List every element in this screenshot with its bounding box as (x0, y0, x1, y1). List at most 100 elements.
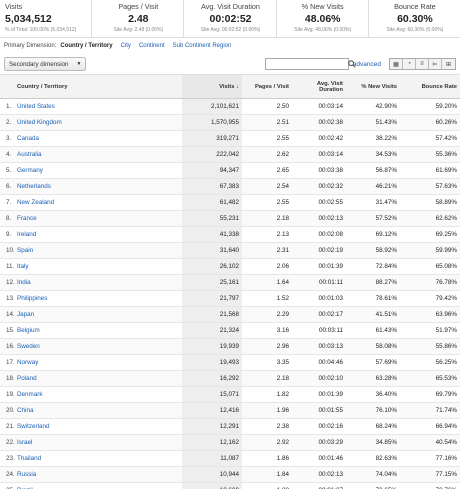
country-link[interactable]: China (14, 402, 182, 419)
visits-cell: 16,292 (182, 370, 242, 387)
bounce-rate-cell: 77.16% (400, 450, 460, 467)
bounce-rate-cell: 69.79% (400, 386, 460, 403)
visits-cell: 15,071 (182, 386, 242, 403)
country-link[interactable]: Norway (14, 354, 182, 371)
visits-cell: 41,338 (182, 226, 242, 243)
header-visits[interactable]: Visits ↓ (182, 74, 242, 99)
country-link[interactable]: Brazil (14, 482, 182, 489)
country-link[interactable]: United States (14, 98, 182, 115)
header-avg-duration[interactable]: Avg. Visit Duration (292, 74, 346, 99)
visits-cell: 222,042 (182, 146, 242, 163)
new-visits-cell: 38.22% (346, 130, 400, 147)
avg-duration-cell: 00:01:46 (292, 450, 346, 467)
comparison-view-icon[interactable]: ⊨ (429, 59, 442, 69)
visits-cell: 55,231 (182, 210, 242, 227)
secondary-dimension-dropdown[interactable]: Secondary dimension ▼ (4, 57, 87, 71)
metric-pages-visit: Pages / Visit 2.48 Site Avg: 2.48 (0.00%… (92, 0, 185, 37)
country-link[interactable]: Switzerland (14, 418, 182, 435)
bounce-rate-cell: 77.15% (400, 466, 460, 483)
visits-cell: 319,271 (182, 130, 242, 147)
row-index: 20. (0, 402, 14, 419)
country-link[interactable]: India (14, 274, 182, 291)
table-row: 8. France 55,231 2.18 00:02:13 57.52% 62.62% (0, 210, 460, 227)
search-input[interactable] (265, 59, 348, 69)
table-row: 18. Poland 16,292 2.18 00:02:10 63.28% 65.53% (0, 370, 460, 387)
country-link[interactable]: Japan (14, 306, 182, 323)
metric-label: Pages / Visit (118, 2, 159, 11)
pages-visit-cell: 1.96 (242, 402, 292, 419)
pages-visit-cell: 2.54 (242, 178, 292, 195)
pivot-view-icon[interactable]: ⊞ (442, 59, 455, 69)
new-visits-cell: 34.53% (346, 146, 400, 163)
pages-visit-cell: 2.29 (242, 306, 292, 323)
visits-cell: 21,324 (182, 322, 242, 339)
pages-visit-cell: 2.06 (242, 258, 292, 275)
bounce-rate-cell: 63.96% (400, 306, 460, 323)
bounce-rate-cell: 40.54% (400, 434, 460, 451)
metric-avg-duration: Avg. Visit Duration 00:02:52 Site Avg: 0… (184, 0, 277, 37)
country-link[interactable]: Italy (14, 258, 182, 275)
bounce-rate-cell: 62.62% (400, 210, 460, 227)
avg-duration-cell: 00:03:38 (292, 162, 346, 179)
table-row: 3. Canada 319,271 2.55 00:02:42 38.22% 57.42% (0, 130, 460, 147)
table-row: 22. Israel 12,162 2.92 00:03:29 34.85% 40.54% (0, 434, 460, 451)
table-row: 13. Philippines 21,797 1.52 00:01:03 78.61% 79… (0, 290, 460, 307)
row-index: 3. (0, 130, 14, 147)
country-link[interactable]: France (14, 210, 182, 227)
country-link[interactable]: Thailand (14, 450, 182, 467)
header-bounce-rate[interactable]: Bounce Rate (400, 74, 460, 99)
sort-desc-icon: ↓ (236, 83, 239, 90)
country-link[interactable]: Belgium (14, 322, 182, 339)
table-row: 10. Spain 31,640 2.31 00:02:19 58.92% 59.99% (0, 242, 460, 259)
table-row: 17. Norway 19,493 3.35 00:04:46 57.69% 56.25% (0, 354, 460, 371)
row-index: 5. (0, 162, 14, 179)
table-row: 11. Italy 26,102 2.06 00:01:39 72.84% 65.08% (0, 258, 460, 275)
table-header-row: Country / Territory Visits ↓ Pages / Vis… (0, 74, 460, 99)
table-view-icon[interactable]: ▦ (390, 59, 403, 69)
country-link[interactable]: Russia (14, 466, 182, 483)
pages-visit-cell: 2.96 (242, 338, 292, 355)
primary-dimension-active: Country / Territory (60, 43, 113, 49)
country-link[interactable]: Sweden (14, 338, 182, 355)
country-link[interactable]: Australia (14, 146, 182, 163)
dimension-link-continent[interactable]: Continent (138, 43, 165, 49)
bounce-rate-cell: 79.42% (400, 290, 460, 307)
metric-value: 5,034,512 (5, 13, 52, 25)
dimension-link-city[interactable]: City (120, 43, 131, 49)
secondary-dimension-label: Secondary dimension (9, 60, 69, 68)
table-row: 23. Thailand 11,087 1.86 00:01:46 82.63% 77.16… (0, 450, 460, 467)
avg-duration-cell: 00:04:46 (292, 354, 346, 371)
bounce-rate-cell: 59.20% (400, 98, 460, 115)
dimension-link-subcontinent[interactable]: Sub Continent Region (172, 43, 232, 49)
pages-visit-cell: 1.64 (242, 274, 292, 291)
country-link[interactable]: Ireland (14, 226, 182, 243)
bounce-rate-cell: 56.25% (400, 354, 460, 371)
country-link[interactable]: United Kingdom (14, 114, 182, 131)
country-link[interactable]: Poland (14, 370, 182, 387)
country-link[interactable]: Spain (14, 242, 182, 259)
row-index: 17. (0, 354, 14, 371)
avg-duration-cell: 00:01:11 (292, 274, 346, 291)
country-link[interactable]: Canada (14, 130, 182, 147)
row-index: 1. (0, 98, 14, 115)
header-country[interactable]: Country / Territory (14, 74, 182, 99)
country-link[interactable]: Denmark (14, 386, 182, 403)
header-pages-visit[interactable]: Pages / Visit (242, 74, 292, 99)
table-row: 1. United States 2,101,621 2.50 00:03:14 42.9… (0, 98, 460, 115)
country-link[interactable]: Germany (14, 162, 182, 179)
avg-duration-cell: 00:03:14 (292, 98, 346, 115)
search-icon[interactable] (348, 59, 356, 69)
country-link[interactable]: New Zealand (14, 194, 182, 211)
table-row: 20. China 12,416 1.96 00:01:55 76.10% 71.74% (0, 402, 460, 419)
country-link[interactable]: Netherlands (14, 178, 182, 195)
bounce-rate-cell: 58.89% (400, 194, 460, 211)
metric-label: Avg. Visit Duration (201, 2, 260, 11)
country-link[interactable]: Israel (14, 434, 182, 451)
table-toolbar: Secondary dimension ▼ advanced ▦ ◔ ≡ ⊨ ⊞ (0, 54, 460, 74)
avg-duration-cell: 00:02:13 (292, 210, 346, 227)
percentage-view-icon[interactable]: ≡ (416, 59, 429, 69)
pie-view-icon[interactable]: ◔ (403, 59, 416, 69)
country-link[interactable]: Philippines (14, 290, 182, 307)
advanced-filter-link[interactable]: advanced (352, 60, 381, 68)
header-new-visits[interactable]: % New Visits (346, 74, 400, 99)
